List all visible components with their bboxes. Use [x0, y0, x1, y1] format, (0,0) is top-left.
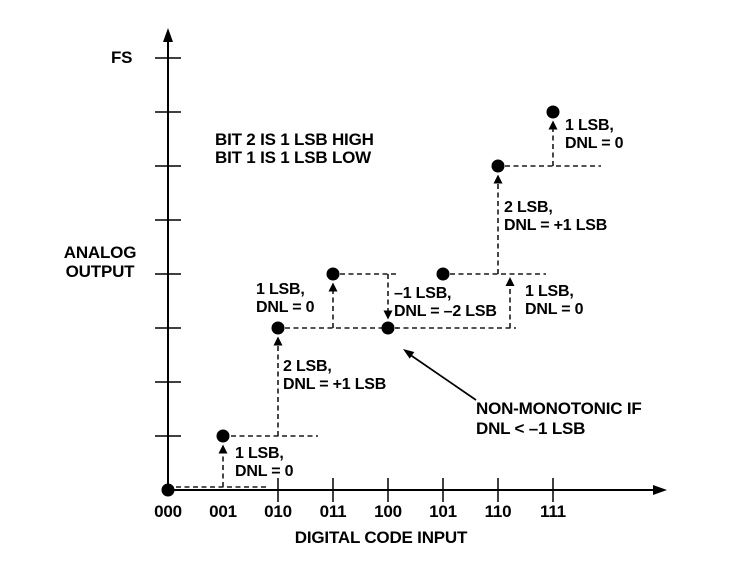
up-arrowhead-icon — [493, 174, 503, 184]
step-size-label: 1 LSB, — [565, 117, 614, 134]
step-dnl-label: DNL = 0 — [565, 135, 624, 152]
data-point — [271, 321, 285, 335]
x-tick-label: 001 — [209, 502, 237, 521]
data-point — [381, 321, 395, 335]
step-size-label: 1 LSB, — [525, 283, 574, 300]
data-point — [491, 159, 505, 173]
data-point — [546, 105, 560, 119]
x-tick-label: 110 — [484, 502, 512, 521]
data-point — [216, 429, 230, 443]
up-arrowhead-icon — [548, 120, 558, 130]
data-point — [436, 267, 450, 281]
y-axis-title-line1: ANALOG — [63, 243, 137, 262]
step-annotation: 1 LSB, DNL = 0 — [525, 283, 584, 319]
step-annotation: –1 LSB, DNL = –2 LSB — [394, 285, 497, 321]
data-point — [326, 267, 340, 281]
x-tick-label: 011 — [319, 502, 347, 521]
x-tick-label: 100 — [374, 502, 402, 521]
data-point — [161, 483, 175, 497]
up-arrowhead-icon — [218, 444, 228, 454]
step-size-label: 2 LSB, — [504, 199, 553, 216]
y-axis-title-line2: OUTPUT — [65, 262, 135, 281]
y-axis-arrowhead-icon — [163, 28, 173, 42]
step-dnl-label: DNL = +1 LSB — [504, 217, 608, 234]
step-annotation: 2 LSB, DNL = +1 LSB — [504, 199, 607, 235]
step-size-label: 1 LSB, — [235, 445, 284, 462]
non-monotonic-arrow — [408, 353, 477, 401]
y-axis-title: ANALOG OUTPUT — [50, 243, 150, 281]
step-dnl-label: DNL = 0 — [235, 463, 294, 480]
up-arrowhead-icon — [328, 282, 338, 292]
down-arrowhead-icon — [383, 310, 393, 320]
up-arrowhead-icon — [273, 336, 283, 346]
non-monotonic-note-line1: NON-MONOTONIC IF — [476, 399, 642, 418]
x-tick-label: 101 — [429, 502, 457, 521]
x-tick-label: 111 — [540, 502, 566, 521]
x-axis-arrowhead-icon — [653, 485, 667, 495]
step-annotation: 1 LSB, DNL = 0 — [256, 281, 315, 317]
non-monotonic-note-line2: DNL < –1 LSB — [476, 419, 586, 438]
up-arrowhead-icon — [505, 277, 515, 286]
non-monotonic-note: NON-MONOTONIC IF DNL < –1 LSB — [476, 399, 642, 439]
x-axis-title: DIGITAL CODE INPUT — [294, 528, 468, 547]
fs-label: FS — [111, 48, 133, 67]
x-tick-label: 000 — [154, 502, 182, 521]
bit-error-note-line2: BIT 1 IS 1 LSB LOW — [215, 148, 372, 167]
step-annotation: 2 LSB, DNL = +1 LSB — [283, 358, 386, 394]
bit-error-note: BIT 2 IS 1 LSB HIGH BIT 1 IS 1 LSB LOW — [215, 131, 374, 167]
step-dnl-label: DNL = –2 LSB — [394, 303, 497, 320]
step-dnl-label: DNL = +1 LSB — [283, 376, 387, 393]
step-dnl-label: DNL = 0 — [525, 301, 584, 318]
step-dnl-label: DNL = 0 — [256, 299, 315, 316]
non-monotonic-arrowhead-icon — [403, 349, 415, 359]
step-size-label: 1 LSB, — [256, 281, 305, 298]
bit-error-note-line1: BIT 2 IS 1 LSB HIGH — [215, 130, 374, 149]
step-annotation: 1 LSB, DNL = 0 — [565, 117, 624, 153]
x-tick-label: 010 — [264, 502, 292, 521]
step-size-label: –1 LSB, — [394, 285, 452, 302]
step-size-label: 2 LSB, — [283, 358, 332, 375]
step-annotation: 1 LSB, DNL = 0 — [235, 445, 294, 481]
